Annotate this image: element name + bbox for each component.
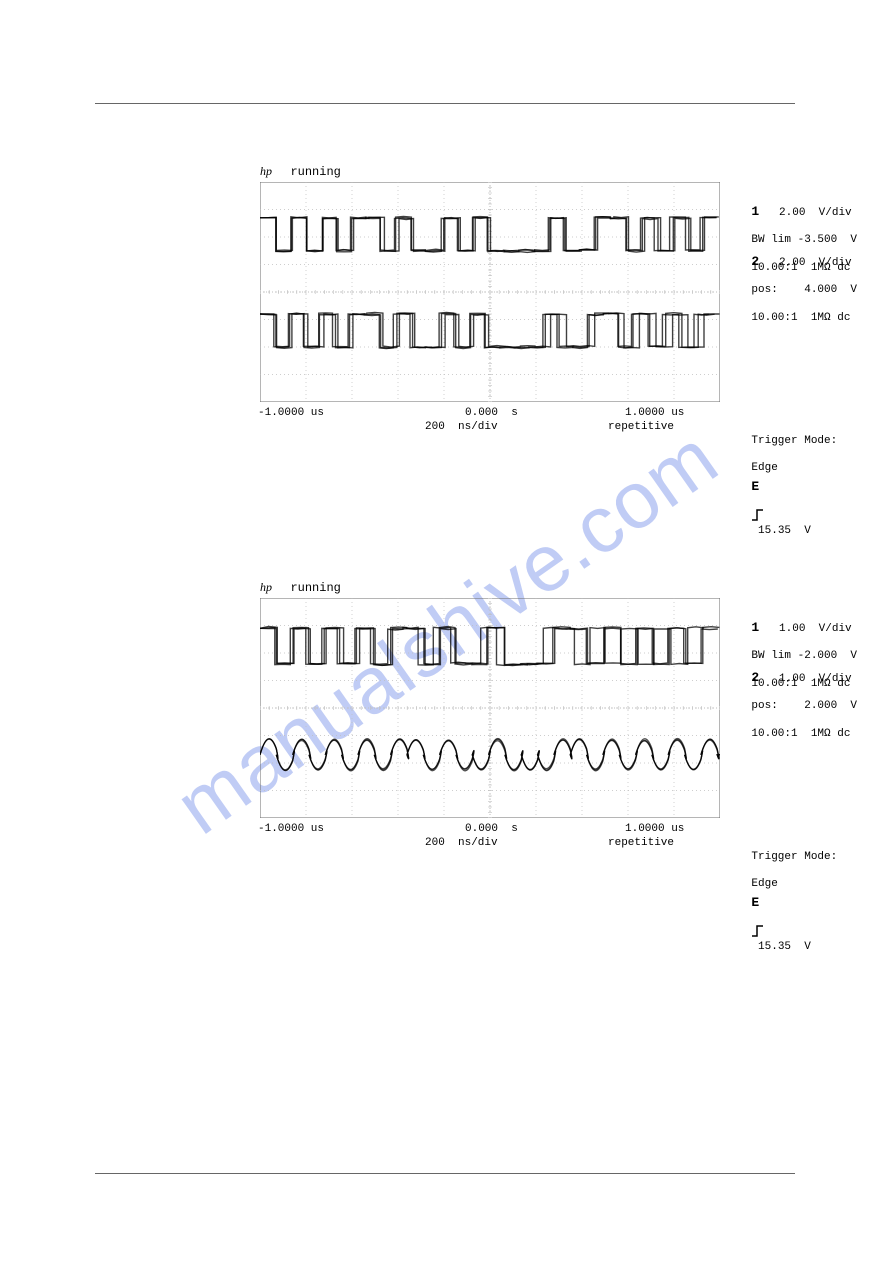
rising-edge-icon [751, 925, 765, 937]
scope-a-xleft: -1.0000 us [258, 407, 324, 421]
ch2-probe: 10.00:1 1MΩ dc [751, 728, 850, 740]
ch2-vdiv: 1.00 V/div [779, 673, 852, 685]
scope-b-xcenter: 0.000 s [465, 823, 518, 837]
ch1-vdiv: 1.00 V/div [779, 623, 852, 635]
scope-b-ch2-info: 2 1.00 V/div pos: 2.000 V 10.00:1 1MΩ dc [725, 656, 857, 755]
ch2-probe: 10.00:1 1MΩ dc [751, 312, 850, 324]
scope-b-xleft: -1.0000 us [258, 823, 324, 837]
scope-a-trigger-level: E 15.35 V [725, 465, 811, 553]
scope-b-mode: repetitive [608, 837, 674, 851]
ch1-vdiv: 2.00 V/div [779, 207, 852, 219]
scope-b-header: hp running [260, 578, 341, 596]
trig-marker: E [751, 479, 759, 494]
trig-level: 15.35 V [758, 941, 811, 953]
scope-a-xcenter: 0.000 s [465, 407, 518, 421]
trig-level: 15.35 V [758, 525, 811, 537]
trig-mode-label: Trigger Mode: [751, 851, 837, 863]
scope-status: running [290, 165, 340, 179]
scope-b-plot [260, 598, 720, 818]
scope-status: running [290, 581, 340, 595]
rule-top [95, 103, 795, 104]
scope-a-mode: repetitive [608, 421, 674, 435]
scope-a-ch2-info: 2 2.00 V/div pos: 4.000 V 10.00:1 1MΩ dc [725, 240, 857, 339]
trig-marker: E [751, 895, 759, 910]
rule-bottom [95, 1173, 795, 1174]
scope-b-timebase: 200 ns/div [425, 837, 498, 851]
scope-b-trigger-level: E 15.35 V [725, 881, 811, 969]
ch2-pos: pos: 4.000 V [751, 284, 857, 296]
scope-a-timebase: 200 ns/div [425, 421, 498, 435]
brand-glyph: hp [260, 164, 272, 178]
rising-edge-icon [751, 509, 765, 521]
page: manualshive.com hp running -1.0000 us 0.… [0, 0, 893, 1263]
brand-glyph: hp [260, 580, 272, 594]
scope-b-xright: 1.0000 us [625, 823, 684, 837]
ch2-vdiv: 2.00 V/div [779, 257, 852, 269]
scope-a-plot [260, 182, 720, 402]
scope-a-xright: 1.0000 us [625, 407, 684, 421]
trig-mode-label: Trigger Mode: [751, 435, 837, 447]
ch2-pos: pos: 2.000 V [751, 700, 857, 712]
scope-a-header: hp running [260, 162, 341, 180]
